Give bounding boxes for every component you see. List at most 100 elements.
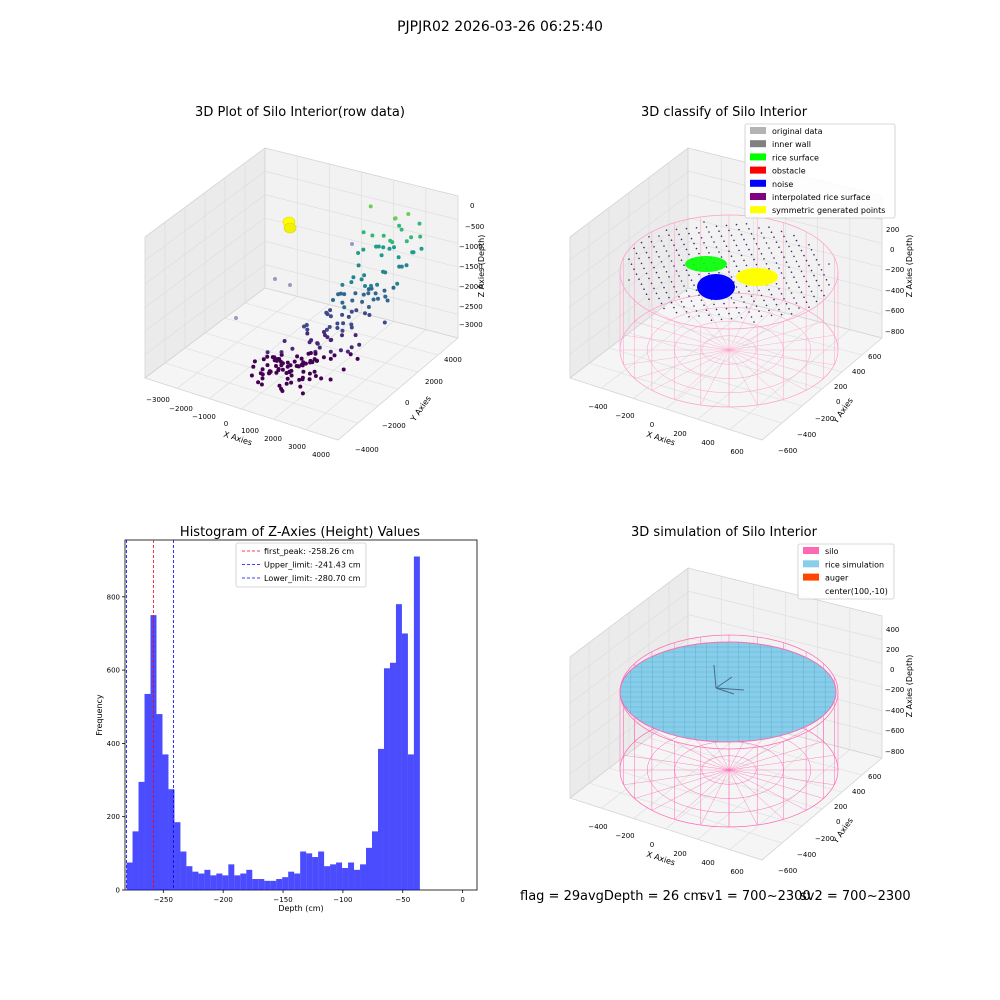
original-data-point (658, 235, 660, 237)
legend-swatch (803, 547, 819, 554)
auger (713, 664, 745, 695)
legend-entries: first_peak: -258.26 cm Upper_limit: -241.… (242, 547, 361, 583)
raw-point (234, 316, 238, 320)
histogram-bar (162, 754, 169, 890)
original-data-point (648, 256, 650, 259)
original-data-point (643, 267, 645, 270)
histogram-bar (354, 869, 361, 890)
silo-floor-spoke (651, 769, 730, 811)
histogram-bar (270, 880, 277, 890)
original-data-point (715, 308, 718, 311)
original-data-point (643, 246, 645, 249)
legend-swatch (750, 193, 766, 200)
original-data-point (760, 253, 763, 255)
original-data-point (753, 238, 755, 240)
legend-entry: noise (750, 179, 793, 189)
z-tick-label: −500 (465, 223, 484, 231)
x-tick-label: −200 (214, 896, 233, 904)
legend-label: silo (825, 547, 839, 556)
original-data-point (675, 270, 678, 272)
raw-point (256, 380, 261, 385)
y-tick-label: 0 (405, 399, 409, 407)
original-data-point (718, 272, 720, 274)
axes-3d-box (144, 147, 459, 441)
original-data-point (778, 246, 780, 248)
original-data-point (670, 239, 673, 241)
original-data-point (790, 313, 793, 315)
silo-floor-spoke (634, 741, 730, 771)
original-data-point (730, 297, 733, 299)
original-data-point (698, 252, 700, 255)
original-data-point (770, 231, 773, 233)
original-data-point (813, 274, 815, 277)
raw-point (328, 314, 333, 319)
original-data-point (695, 289, 698, 292)
classified-clusters (685, 256, 778, 300)
grid-line (729, 329, 851, 430)
original-data-point (785, 303, 788, 305)
original-data-point (770, 293, 773, 296)
y-tick-labels: −600 −400 −200 0 200 400 600 (778, 773, 881, 875)
original-data-point (740, 296, 743, 298)
original-data-point (665, 291, 668, 294)
legend-swatch (750, 206, 766, 214)
raw-point (268, 369, 273, 374)
z-tick-label: −800 (885, 328, 904, 336)
raw-point (277, 383, 282, 388)
raw-point (321, 355, 326, 360)
raw-point (411, 250, 416, 255)
original-data-point (815, 279, 818, 282)
raw-point (418, 234, 423, 239)
original-data-point (698, 294, 700, 297)
panel-title: Histogram of Z-Axies (Height) Values (180, 525, 420, 540)
x-tick-label: −1000 (192, 413, 216, 421)
original-data-point (728, 229, 730, 232)
rice-surface-mesh (620, 642, 836, 742)
original-data-point (815, 259, 818, 261)
y-tick-label: −4000 (355, 446, 379, 454)
raw-point (342, 292, 347, 297)
original-data-point (755, 263, 758, 266)
x-tick-label: −150 (273, 896, 292, 904)
original-data-point (795, 302, 798, 304)
original-data-point (698, 232, 700, 234)
raw-point (249, 373, 254, 378)
histogram-bar (395, 604, 402, 890)
original-data-point (785, 240, 788, 243)
y-tick-label: 400 (107, 740, 120, 748)
inner-wall-wireframe (619, 214, 839, 408)
x-axis-label: Depth (cm) (278, 904, 323, 913)
original-data-point (798, 307, 800, 309)
original-data-point (688, 232, 690, 235)
original-data-point (803, 296, 805, 299)
original-data-point (748, 311, 750, 313)
x-tick-label: 600 (730, 448, 743, 456)
original-data-point (660, 302, 663, 305)
raw-point (381, 233, 386, 238)
silo-floor-spoke (700, 769, 730, 826)
raw-point (308, 360, 313, 365)
y-tick-label: 4000 (444, 356, 462, 364)
x-tick-labels: −400 −200 0 200 400 600 (588, 403, 743, 456)
legend-entry: original data (750, 127, 823, 136)
silo-floor-spoke (728, 321, 824, 351)
raw-point (376, 296, 380, 301)
original-data-point (655, 271, 658, 274)
original-data-point (678, 275, 680, 277)
raw-point (289, 373, 294, 378)
original-data-point (773, 298, 775, 301)
original-data-point (800, 249, 803, 252)
raw-point (307, 377, 312, 382)
raw-point (340, 328, 345, 333)
original-data-point (795, 260, 798, 263)
histogram-bar (288, 871, 295, 890)
legend-label: interpolated rice surface (772, 193, 870, 202)
raw-point (399, 264, 404, 269)
original-data-point (720, 318, 723, 321)
original-data-point (730, 276, 733, 278)
original-data-point (813, 295, 815, 298)
original-data-point (753, 258, 755, 261)
z-axis-label: Z Axies (Depth) (477, 235, 486, 298)
original-data-point (685, 269, 688, 272)
raw-point (340, 300, 345, 305)
